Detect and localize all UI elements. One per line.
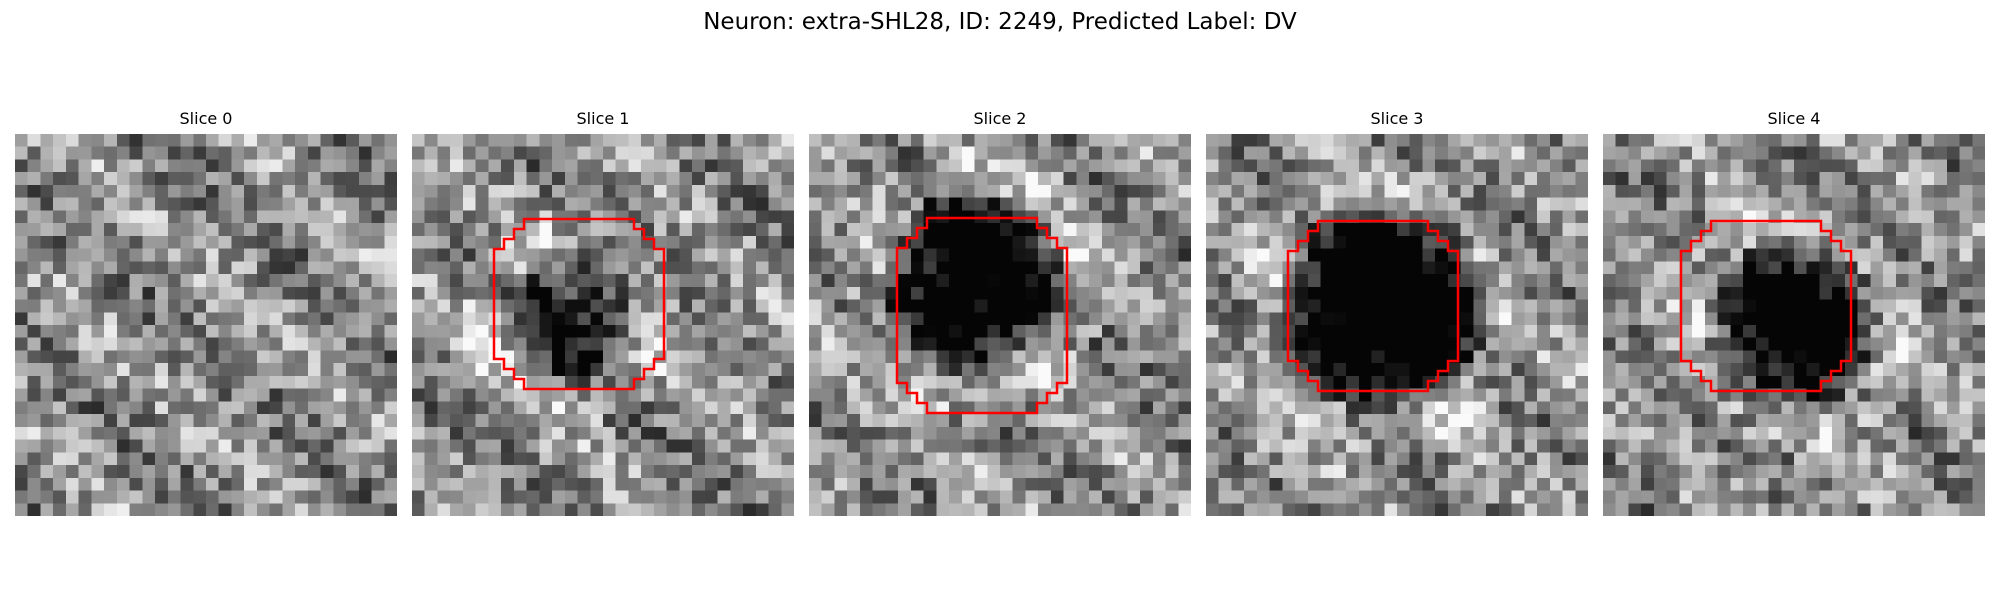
slice-image-1 xyxy=(412,134,794,516)
roi-contour xyxy=(1286,219,1460,393)
slice-title-1: Slice 1 xyxy=(576,109,630,128)
roi-contour xyxy=(1679,219,1853,393)
slice-title-0: Slice 0 xyxy=(179,109,233,128)
slice-image-4 xyxy=(1603,134,1985,516)
roi-contour xyxy=(895,216,1069,415)
figure-title: Neuron: extra-SHL28, ID: 2249, Predicted… xyxy=(703,9,1297,35)
slice-title-2: Slice 2 xyxy=(973,109,1027,128)
roi-contour xyxy=(492,217,666,391)
slice-image-0 xyxy=(15,134,397,516)
slice-title-3: Slice 3 xyxy=(1370,109,1424,128)
slice-image-2 xyxy=(809,134,1191,516)
slice-image-3 xyxy=(1206,134,1588,516)
slice-title-4: Slice 4 xyxy=(1767,109,1821,128)
